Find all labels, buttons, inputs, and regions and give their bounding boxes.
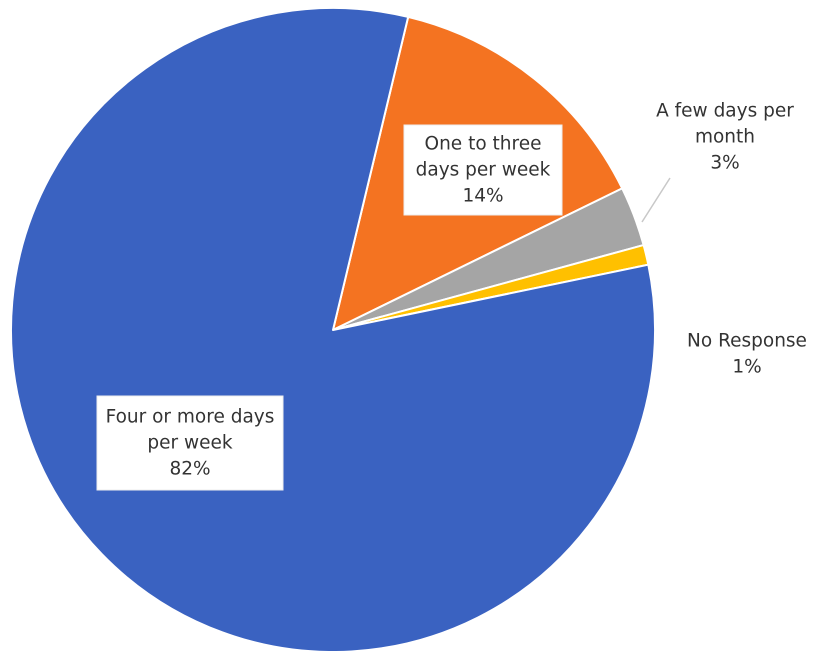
pie-slices: [10, 7, 656, 651]
data-label-line: One to three: [425, 134, 542, 155]
leader-line-a-few-days-per-month: [641, 177, 671, 223]
data-label-box: [403, 124, 563, 216]
data-label-line: 1%: [732, 357, 761, 378]
data-label-line: 14%: [462, 186, 503, 207]
data-label-four-or-more-days-per-week: Four or more days per week 82%: [96, 395, 284, 491]
data-label-line: A few days per: [656, 101, 794, 122]
data-label-a-few-days-per-month: A few days per month 3%: [656, 101, 794, 174]
data-label-line: days per week: [416, 160, 551, 181]
data-label-box: [96, 395, 284, 491]
data-label-line: No Response: [687, 331, 807, 352]
data-label-one-to-three-days-per-week: One to three days per week 14%: [403, 124, 563, 216]
leader-lines: [641, 177, 671, 223]
data-label-line: 82%: [169, 459, 210, 480]
data-label-line: month: [695, 127, 755, 148]
data-label-line: per week: [147, 433, 233, 454]
data-label-line: 3%: [710, 153, 739, 174]
data-label-line: Four or more days: [106, 407, 275, 428]
data-labels: One to three days per week 14% A few days p…: [96, 101, 807, 491]
data-label-no-response: No Response 1%: [687, 331, 807, 378]
